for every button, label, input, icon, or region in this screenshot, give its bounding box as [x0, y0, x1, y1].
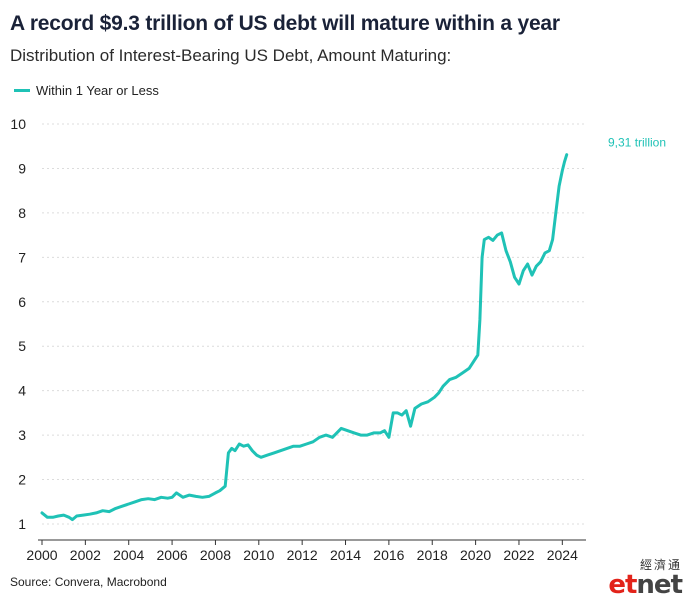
y-tick-label: 9: [18, 160, 26, 176]
chart-legend: Within 1 Year or Less: [14, 83, 159, 98]
y-tick-label: 2: [18, 472, 26, 488]
legend-label: Within 1 Year or Less: [36, 83, 159, 98]
x-tick-label: 2004: [113, 547, 144, 563]
y-tick-label: 3: [18, 427, 26, 443]
x-tick-label: 2006: [157, 547, 188, 563]
latest-value-annotation: 9,31 trillion: [608, 136, 666, 150]
logo-net: net: [636, 570, 683, 600]
y-tick-label: 5: [18, 338, 26, 354]
x-tick-label: 2014: [330, 547, 361, 563]
x-tick-label: 2010: [243, 547, 274, 563]
x-tick-label: 2020: [460, 547, 491, 563]
y-tick-label: 7: [18, 249, 26, 265]
x-tick-label: 2016: [373, 547, 404, 563]
chart-title: A record $9.3 trillion of US debt will m…: [10, 12, 560, 35]
x-tick-label: 2018: [417, 547, 448, 563]
y-tick-label: 8: [18, 205, 26, 221]
logo-chinese-text: 經濟通: [639, 558, 682, 572]
x-tick-label: 2000: [26, 547, 57, 563]
logo-et: et: [608, 570, 637, 600]
series-line-0: [40, 153, 569, 522]
chart-subtitle: Distribution of Interest-Bearing US Debt…: [10, 46, 452, 65]
x-tick-label: 2002: [70, 547, 101, 563]
etnet-logo: 經濟通 etnet: [608, 556, 683, 600]
y-tick-label: 1: [18, 516, 26, 532]
x-tick-label: 2024: [547, 547, 578, 563]
y-tick-label: 6: [18, 294, 26, 310]
source-note: Source: Convera, Macrobond: [10, 575, 167, 589]
y-tick-label: 4: [18, 383, 26, 399]
x-tick-label: 2012: [287, 547, 318, 563]
logo-wordmark: etnet: [608, 570, 683, 600]
y-tick-label: 10: [10, 116, 26, 132]
x-tick-label: 2008: [200, 547, 231, 563]
x-tick-label: 2022: [503, 547, 534, 563]
legend-swatch: [14, 89, 30, 92]
